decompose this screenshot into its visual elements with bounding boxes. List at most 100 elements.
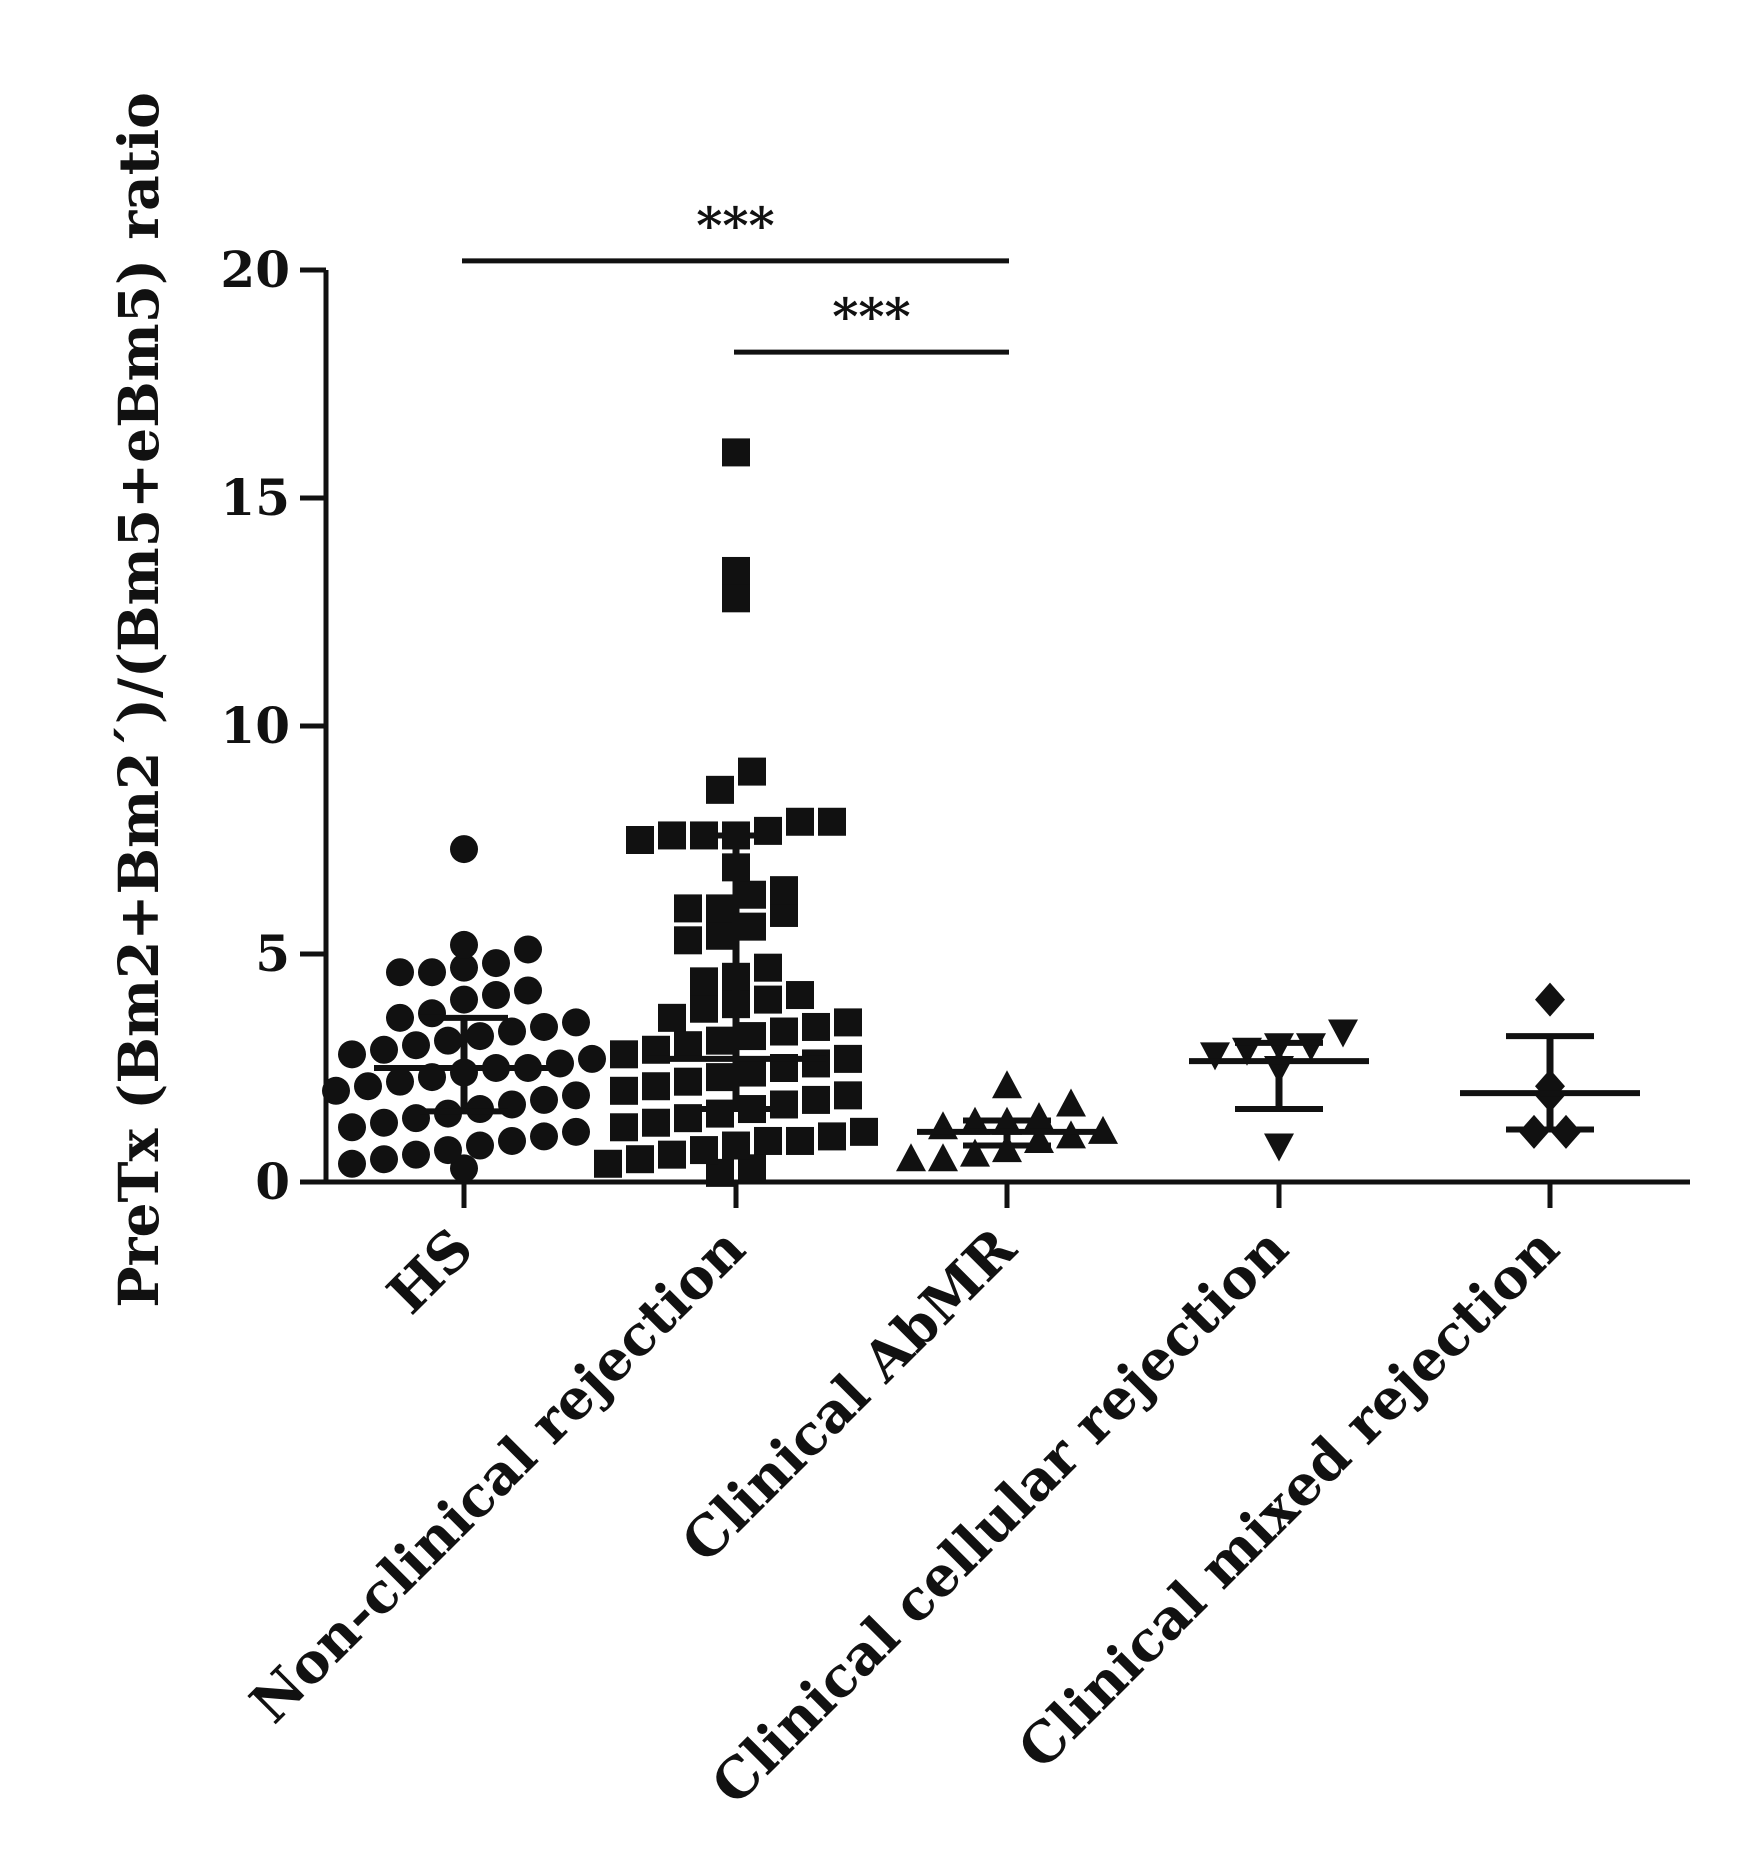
data-point bbox=[834, 1081, 862, 1110]
y-tick-label: 20 bbox=[220, 240, 290, 299]
data-point bbox=[466, 1022, 494, 1051]
data-point bbox=[386, 1067, 414, 1096]
x-tick-label: HS bbox=[374, 1215, 485, 1326]
data-point bbox=[786, 981, 814, 1010]
data-point bbox=[322, 1076, 350, 1105]
data-point bbox=[482, 981, 510, 1010]
data-point bbox=[1024, 1102, 1054, 1131]
data-point bbox=[722, 1131, 750, 1160]
data-point bbox=[1296, 1033, 1326, 1062]
x-tick-label: Non-clinical rejection bbox=[237, 1215, 757, 1735]
data-point bbox=[1200, 1042, 1230, 1071]
data-point bbox=[594, 1149, 622, 1178]
data-point bbox=[370, 1108, 398, 1137]
data-points bbox=[322, 438, 1581, 1187]
data-point bbox=[514, 935, 542, 964]
data-point bbox=[706, 775, 734, 804]
data-point bbox=[482, 949, 510, 978]
significance-brackets: *** *** bbox=[462, 196, 1009, 355]
data-point bbox=[786, 1126, 814, 1155]
data-point bbox=[1264, 1133, 1294, 1162]
data-point bbox=[690, 1136, 718, 1165]
data-point bbox=[1328, 1019, 1358, 1048]
data-point bbox=[722, 438, 750, 467]
data-point bbox=[786, 807, 814, 836]
data-point bbox=[434, 1026, 462, 1055]
data-point bbox=[658, 1140, 686, 1169]
data-point bbox=[450, 953, 478, 982]
data-point bbox=[610, 1040, 638, 1069]
data-point bbox=[722, 556, 750, 585]
data-point bbox=[530, 1012, 558, 1041]
median-iqr-bars bbox=[374, 832, 1640, 1149]
data-point bbox=[466, 1131, 494, 1160]
data-point bbox=[896, 1143, 926, 1172]
data-point bbox=[818, 807, 846, 836]
data-point bbox=[450, 1154, 478, 1183]
data-point bbox=[674, 1031, 702, 1060]
data-point bbox=[690, 967, 718, 996]
data-point bbox=[928, 1111, 958, 1140]
data-point bbox=[658, 821, 686, 850]
data-point bbox=[818, 1122, 846, 1151]
data-point bbox=[706, 1063, 734, 1092]
significance-label: *** bbox=[832, 287, 910, 346]
data-point bbox=[1088, 1115, 1118, 1144]
data-point bbox=[834, 1044, 862, 1073]
data-point bbox=[626, 1145, 654, 1174]
data-point bbox=[928, 1143, 958, 1172]
y-axis: 0 5 10 15 20 bbox=[220, 240, 329, 1211]
data-point bbox=[386, 958, 414, 987]
data-point bbox=[738, 1058, 766, 1087]
data-point bbox=[850, 1117, 878, 1146]
data-point bbox=[450, 835, 478, 864]
data-point bbox=[402, 1140, 430, 1169]
data-point bbox=[562, 1117, 590, 1146]
data-point bbox=[418, 958, 446, 987]
data-point bbox=[754, 816, 782, 845]
y-tick-label: 5 bbox=[255, 924, 290, 983]
data-point bbox=[802, 1085, 830, 1114]
data-point bbox=[530, 1085, 558, 1114]
data-point bbox=[562, 1081, 590, 1110]
data-point bbox=[450, 985, 478, 1014]
data-point bbox=[770, 1017, 798, 1046]
data-point bbox=[738, 1022, 766, 1051]
data-point bbox=[370, 1035, 398, 1064]
data-point bbox=[802, 1012, 830, 1041]
data-point bbox=[402, 1031, 430, 1060]
data-point bbox=[706, 921, 734, 950]
data-point bbox=[1056, 1088, 1086, 1117]
data-point bbox=[562, 1008, 590, 1037]
data-point bbox=[498, 1017, 526, 1046]
data-point bbox=[754, 985, 782, 1014]
data-point bbox=[386, 1003, 414, 1032]
data-point bbox=[418, 999, 446, 1028]
significance-label: *** bbox=[696, 196, 774, 255]
data-point bbox=[578, 1044, 606, 1073]
data-point bbox=[434, 1136, 462, 1165]
x-tick-label: Clinical cellular rejection bbox=[699, 1215, 1301, 1817]
data-point bbox=[610, 1113, 638, 1142]
data-point bbox=[642, 1072, 670, 1101]
y-tick-label: 15 bbox=[220, 468, 290, 527]
data-point bbox=[530, 1122, 558, 1151]
data-point bbox=[674, 926, 702, 955]
data-point bbox=[658, 1003, 686, 1032]
data-point bbox=[626, 826, 654, 854]
data-point bbox=[738, 880, 766, 909]
data-point bbox=[338, 1040, 366, 1069]
data-point bbox=[674, 1067, 702, 1096]
data-point bbox=[370, 1145, 398, 1174]
data-point bbox=[706, 1026, 734, 1055]
data-point bbox=[338, 1149, 366, 1178]
data-point bbox=[674, 894, 702, 923]
data-point bbox=[546, 1049, 574, 1078]
data-point bbox=[706, 1099, 734, 1128]
data-point bbox=[770, 1090, 798, 1119]
x-tick-label: Clinical mixed rejection bbox=[1005, 1215, 1571, 1781]
data-point bbox=[802, 1049, 830, 1078]
data-point bbox=[498, 1126, 526, 1155]
